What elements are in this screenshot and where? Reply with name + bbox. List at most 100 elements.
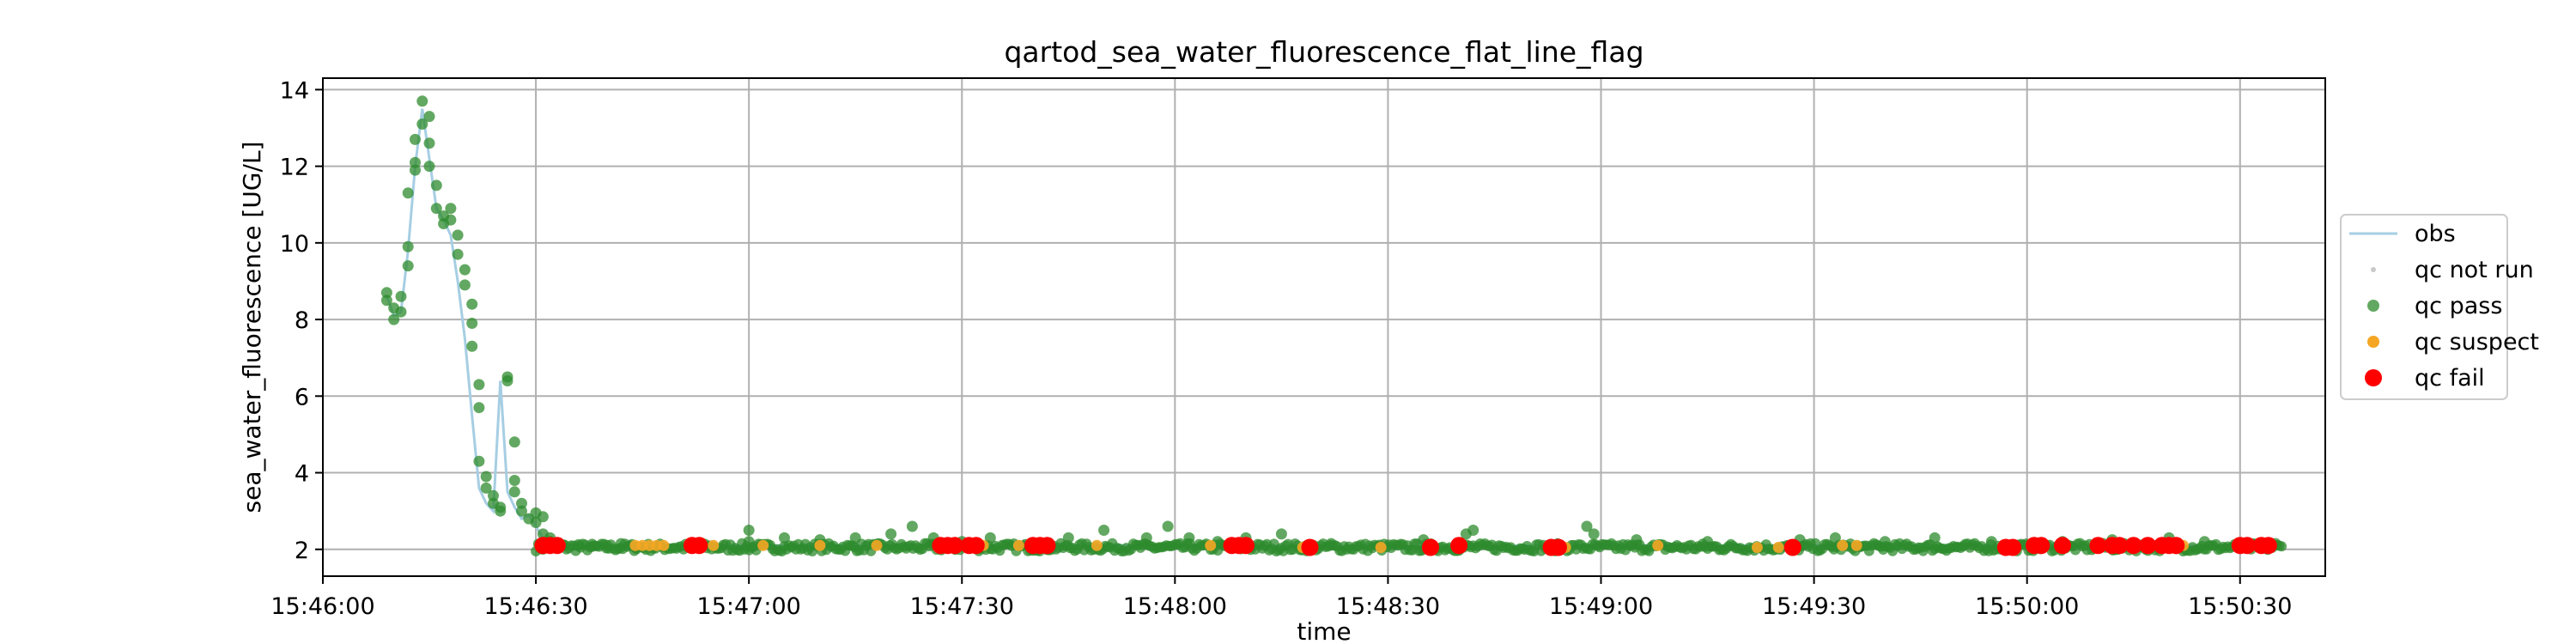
x-tick-label: 15:47:00 [697,593,801,620]
qc-pass-point [395,306,407,318]
qc-pass-point [2198,536,2210,548]
qc-pass-point [473,402,485,414]
chart-title: qartod_sea_water_fluorescence_flat_line_… [1004,35,1643,69]
qc-pass-point [849,532,861,544]
qc-pass-point [380,295,392,307]
qc-pass-point [508,486,520,498]
qc-suspect-point [1012,539,1024,551]
qc-pass-point [410,164,421,176]
qc-fail-point [2259,537,2277,555]
qc-pass-point [459,279,471,291]
qc-suspect-point [658,539,670,551]
qc-pass-point [1275,528,1287,540]
qc-suspect-point [708,539,720,551]
x-tick-label: 15:49:30 [1762,593,1866,620]
legend-label-qc_fail: qc fail [2415,365,2485,392]
y-axis: 2 4 6 8 10 12 14 [280,77,323,564]
qc-fail-point [1783,538,1801,556]
qc-suspect-point [814,539,826,551]
qc-pass-point [1829,532,1841,544]
qc-pass-point [466,298,478,310]
qc-pass-point [395,290,407,302]
legend-label-qc_not_run: qc not run [2415,257,2534,283]
y-tick-label: 6 [295,384,309,410]
x-axis: 15:46:00 15:46:30 15:47:00 15:47:30 15:48:00… [270,576,2292,620]
qc-pass-point [516,505,527,517]
qc-fail-point [2054,537,2071,555]
qc-pass-point [495,501,507,513]
qc-suspect-point [1205,539,1217,551]
qc-pass-point [1702,536,1714,548]
y-tick-label: 2 [295,538,309,564]
legend-label-qc_pass: qc pass [2415,293,2502,319]
qc-pass-point [1325,538,1337,550]
qc-pass-point [984,532,996,544]
qc-fail-series [534,537,2277,556]
qc-fail-point [2239,537,2256,555]
qc-pass-point [445,214,457,226]
qc-pass-point [388,313,400,325]
qc-pass-point [416,118,428,130]
qc-pass-point [459,264,471,276]
plot-frame [322,77,2326,577]
qc-fail-point [2139,537,2157,555]
qc-pass-point [416,95,428,107]
qc-pass-point [410,156,421,168]
qc-pass-point [743,525,755,536]
qc-fail-point [690,537,708,555]
qc-fail-point [2167,537,2185,555]
qc-pass-point [402,260,414,272]
qc-fail-point [1237,537,1255,555]
qc-pass-point [445,203,457,215]
legend-marker-qc_suspect [2367,336,2379,348]
qc-pass-point [501,375,513,386]
qc-pass-point [473,455,485,467]
x-tick-label: 15:46:30 [483,593,587,620]
qc-fail-point [1301,538,1319,556]
qc-fail-point [2089,537,2107,555]
qc-pass-point [452,229,464,241]
qc-pass-point [466,318,478,329]
qc-pass-point [1929,532,1941,544]
qc-suspect-point [1652,539,1664,551]
qc-pass-point [1879,536,1891,548]
qc-fail-point [2111,537,2129,555]
qc-pass-point [573,538,585,550]
qc-pass-point [423,161,435,173]
x-tick-label: 15:48:00 [1123,593,1227,620]
qc-pass-point [1098,525,1110,536]
qc-pass-point [1467,525,1479,536]
qc-fail-point [1450,537,1468,555]
qc-pass-point [430,179,442,191]
qc-suspect-point [1850,539,1862,551]
qc-suspect-point [1837,539,1849,551]
y-tick-label: 10 [280,231,309,258]
y-tick-label: 8 [295,307,309,334]
qc-suspect-point [1091,539,1103,551]
qc-pass-point [402,240,414,252]
x-tick-label: 15:49:00 [1549,593,1653,620]
qc-fail-point [2032,537,2050,555]
qc-fail-point [2124,537,2142,555]
x-tick-label: 15:50:30 [2188,593,2292,620]
qc-fail-point [1549,538,1567,556]
legend-marker-qc_pass [2367,300,2379,312]
qc-pass-point [743,536,755,548]
qc-pass-point [1162,520,1174,532]
x-tick-label: 15:47:30 [910,593,1014,620]
qc-pass-point [508,436,520,448]
qc-pass-point [488,489,499,501]
qc-fail-point [1038,537,1056,555]
legend-marker-qc_not_run [2371,267,2376,272]
qc-fail-point [2004,538,2022,556]
x-tick-label: 15:48:30 [1336,593,1440,620]
qc-pass-point [906,520,918,532]
qc-pass-point [1985,536,1997,548]
legend: obs qc not run qc pass qc suspect qc fail [2340,214,2539,400]
legend-label-obs: obs [2415,221,2456,247]
qc-fail-point [967,537,985,555]
qc-pass-point [779,532,790,544]
qc-pass-point [1183,532,1195,544]
